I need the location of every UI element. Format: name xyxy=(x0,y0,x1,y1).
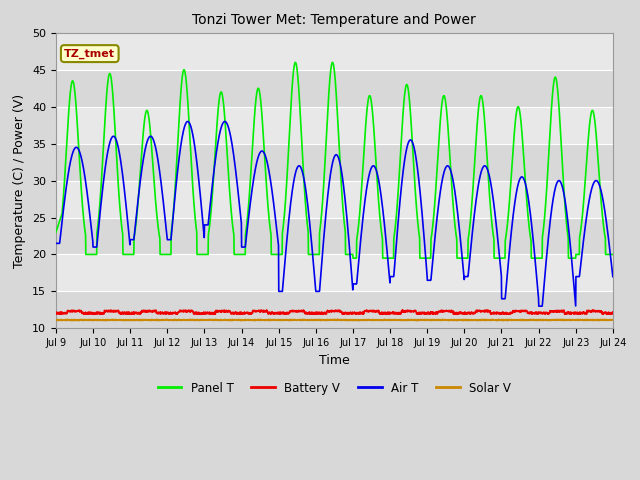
Panel T xyxy=(52,229,60,235)
Bar xyxy=(56,144,613,180)
Bar xyxy=(56,217,613,254)
Solar V xyxy=(576,317,584,323)
Air T xyxy=(363,185,371,191)
Battery V xyxy=(363,309,371,314)
Solar V xyxy=(207,317,215,323)
Solar V xyxy=(363,317,371,323)
Air T xyxy=(52,240,60,246)
Battery V xyxy=(560,307,568,313)
Panel T xyxy=(207,207,215,213)
Bar xyxy=(56,291,613,328)
Title: Tonzi Tower Met: Temperature and Power: Tonzi Tower Met: Temperature and Power xyxy=(193,13,476,27)
Battery V xyxy=(211,312,219,317)
Legend: Panel T, Battery V, Air T, Solar V: Panel T, Battery V, Air T, Solar V xyxy=(153,377,516,399)
Panel T xyxy=(328,60,336,65)
Air T xyxy=(576,273,584,278)
Bar xyxy=(56,33,613,70)
Air T xyxy=(609,274,617,279)
Panel T xyxy=(576,235,584,240)
Air T xyxy=(497,263,504,268)
Battery V xyxy=(207,311,215,316)
Battery V xyxy=(576,309,584,315)
Solar V xyxy=(163,317,171,323)
Solar V xyxy=(351,318,358,324)
Panel T xyxy=(497,255,504,261)
Panel T xyxy=(560,189,568,195)
Bar xyxy=(56,254,613,291)
Solar V xyxy=(560,318,568,324)
X-axis label: Time: Time xyxy=(319,354,349,367)
Bar xyxy=(56,70,613,107)
Y-axis label: Temperature (C) / Power (V): Temperature (C) / Power (V) xyxy=(13,94,26,268)
Solar V xyxy=(557,318,565,324)
Solar V xyxy=(52,317,60,323)
Panel T xyxy=(349,255,357,261)
Line: Air T: Air T xyxy=(56,121,613,306)
Bar xyxy=(56,107,613,144)
Air T xyxy=(560,192,568,197)
Air T xyxy=(535,303,543,309)
Bar xyxy=(56,180,613,217)
Air T xyxy=(184,119,191,124)
Solar V xyxy=(609,317,617,323)
Battery V xyxy=(483,307,491,313)
Panel T xyxy=(609,252,617,257)
Line: Solar V: Solar V xyxy=(56,320,613,321)
Battery V xyxy=(609,310,617,315)
Line: Panel T: Panel T xyxy=(56,62,613,258)
Battery V xyxy=(497,310,504,316)
Panel T xyxy=(351,255,358,261)
Battery V xyxy=(351,310,358,315)
Air T xyxy=(351,281,358,287)
Panel T xyxy=(363,107,371,113)
Solar V xyxy=(497,317,504,323)
Air T xyxy=(207,190,215,196)
Line: Battery V: Battery V xyxy=(56,310,613,314)
Battery V xyxy=(52,311,60,317)
Text: TZ_tmet: TZ_tmet xyxy=(64,48,115,59)
